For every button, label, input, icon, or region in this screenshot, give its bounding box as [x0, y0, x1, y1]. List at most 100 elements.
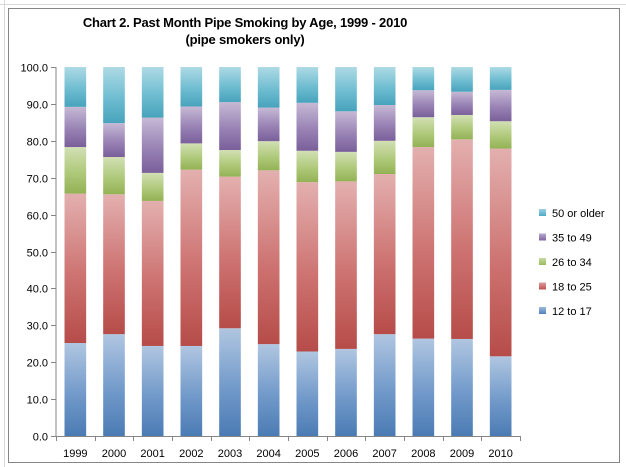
bar-segment: [373, 67, 396, 106]
bar-segment: [373, 140, 396, 175]
bar-segment: [296, 150, 319, 183]
legend-swatch: [539, 258, 546, 265]
bar-segment: [489, 356, 512, 436]
bar-segment: [412, 147, 435, 339]
y-tick-label: 100.0: [20, 63, 48, 75]
bar-segment: [141, 67, 164, 118]
legend-swatch: [539, 282, 546, 290]
bar-segment: [489, 148, 512, 357]
x-tick-label: 1999: [63, 448, 87, 460]
bar-segment: [257, 170, 280, 345]
bar-segment: [489, 67, 512, 90]
bar-segment: [141, 345, 164, 436]
bar-segment: [296, 182, 319, 352]
y-tick-label: 70.0: [27, 174, 48, 186]
legend-label: 50 or older: [552, 208, 605, 220]
bar-segment: [103, 67, 125, 124]
bar-segment: [451, 114, 473, 140]
bar-segment: [219, 150, 241, 177]
y-tick-label: 80.0: [27, 137, 48, 149]
legend-swatch: [539, 209, 546, 216]
bar-segment: [373, 334, 396, 436]
legend-label: 26 to 34: [552, 257, 592, 269]
bar-segment: [180, 345, 203, 436]
chart-title-line-2: (pipe smokers only): [185, 32, 305, 47]
bars: [64, 67, 512, 436]
bar-segment: [64, 343, 87, 436]
bar-segment: [180, 106, 203, 144]
y-tick-label: 10.0: [27, 395, 48, 407]
bar-segment: [64, 106, 87, 148]
x-tick-label: 2004: [256, 448, 280, 460]
bar-segment: [141, 172, 164, 201]
legend-swatch: [539, 307, 546, 314]
y-tick-label: 30.0: [27, 321, 48, 333]
bar-segment: [451, 139, 473, 339]
bar-segment: [141, 200, 164, 346]
legend-label: 12 to 17: [552, 306, 592, 318]
cell-gridline: [0, 4, 626, 5]
y-tick-label: 20.0: [27, 358, 48, 370]
x-tick-label: 2005: [295, 448, 319, 460]
x-tick-label: 2006: [334, 448, 358, 460]
legend-label: 35 to 49: [552, 233, 592, 245]
x-tick-label: 2002: [179, 448, 203, 460]
bar-segment: [103, 157, 125, 195]
bar-segment: [64, 193, 87, 344]
bar-segment: [296, 351, 319, 436]
bar-segment: [180, 143, 203, 170]
x-tick-label: 2003: [218, 448, 242, 460]
bar-segment: [257, 107, 280, 142]
bar-segment: [489, 121, 512, 149]
legend-swatch: [539, 233, 546, 241]
chart-title-line-1: Chart 2. Past Month Pipe Smoking by Age,…: [82, 15, 408, 30]
bar-segment: [296, 102, 319, 151]
bar-segment: [335, 348, 357, 436]
y-tick-label: 60.0: [27, 211, 48, 223]
x-tick-label: 2009: [450, 448, 474, 460]
bar-segment: [180, 169, 203, 346]
bar-segment: [412, 338, 435, 436]
bar-segment: [335, 111, 357, 152]
bar-segment: [103, 334, 125, 436]
y-axis: 0.0 10.0 20.0 30.0 40.0 50.0 60.0 70.0 80.0 90.0 1…: [20, 63, 57, 444]
bar-segment: [412, 117, 435, 148]
bar-segment: [257, 344, 280, 436]
bar-segment: [489, 89, 512, 122]
bar-segment: [103, 194, 125, 335]
legend: 50 or older 35 to 49 26 to 34 18 to 25 12 to…: [539, 208, 605, 318]
bar-segment: [373, 105, 396, 141]
bar-segment: [64, 67, 87, 107]
bar-segment: [335, 181, 357, 349]
y-tick-label: 90.0: [27, 100, 48, 112]
bar-segment: [219, 102, 241, 151]
bar-segment: [335, 67, 357, 112]
bar-segment: [412, 90, 435, 118]
chart-title: Chart 2. Past Month Pipe Smoking by Age,…: [0, 14, 490, 48]
bar-segment: [219, 328, 241, 436]
x-tick-label: 2000: [102, 448, 126, 460]
bar-segment: [451, 91, 473, 115]
bar-segment: [219, 176, 241, 329]
cell-gridline: [4, 0, 5, 467]
bar-segment: [141, 117, 164, 173]
bar-segment: [451, 67, 473, 92]
x-tick-label: 2007: [372, 448, 396, 460]
y-tick-label: 0.0: [33, 432, 48, 444]
bar-segment: [64, 147, 87, 194]
bar-segment: [335, 151, 357, 182]
bar-segment: [296, 67, 319, 103]
legend-label: 18 to 25: [552, 282, 592, 294]
y-tick-label: 40.0: [27, 284, 48, 296]
bar-segment: [451, 338, 473, 436]
x-tick-label: 2001: [140, 448, 164, 460]
x-tick-label: 2008: [411, 448, 435, 460]
x-tick-label: 2010: [488, 448, 512, 460]
bar-segment: [180, 67, 203, 107]
bar-segment: [373, 174, 396, 335]
y-tick-label: 50.0: [27, 248, 48, 260]
bar-segment: [219, 67, 241, 103]
x-axis: 1999 2000 2001 2002 2003 2004 2005 2006 2007 2008…: [56, 436, 521, 460]
